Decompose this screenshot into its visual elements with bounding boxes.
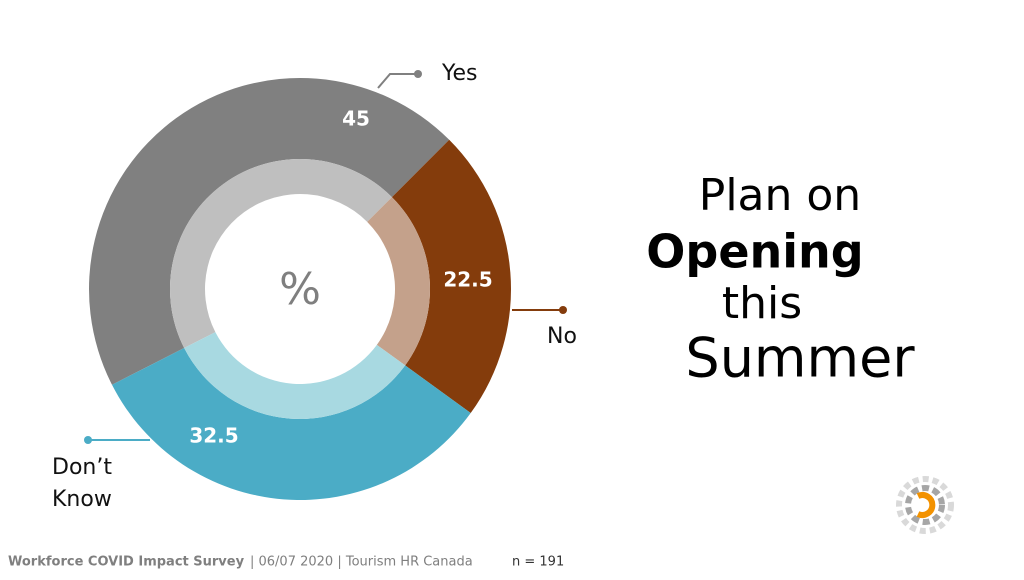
donut-inner-segment (367, 197, 430, 366)
leader-line (377, 73, 418, 89)
title-line: Plan on (699, 170, 861, 221)
legend-label: Don’t Know (52, 455, 112, 512)
leader-dot (414, 70, 422, 78)
donut-inner-segment (184, 332, 406, 419)
footer-source: Workforce COVID Impact Survey (8, 555, 245, 570)
center-label: % (279, 264, 321, 315)
legend-label: No (547, 324, 577, 349)
logo (896, 476, 954, 534)
title-line: Opening (646, 225, 863, 279)
legend-label: Yes (441, 61, 478, 86)
donut-inner-segment (169, 158, 392, 349)
donut-segment (391, 139, 512, 414)
value-label: 22.5 (443, 268, 492, 292)
title-line: this (722, 278, 802, 329)
leader-dot (84, 436, 92, 444)
title-line: Summer (685, 327, 915, 390)
leader-dot (559, 306, 567, 314)
value-label: 45 (342, 107, 370, 131)
footer-details: | 06/07 2020 | Tourism HR Canada (250, 555, 473, 570)
donut-segment (111, 348, 471, 500)
footer-n: n = 191 (512, 555, 564, 570)
donut-segment (89, 78, 450, 385)
value-label: 32.5 (189, 424, 238, 448)
